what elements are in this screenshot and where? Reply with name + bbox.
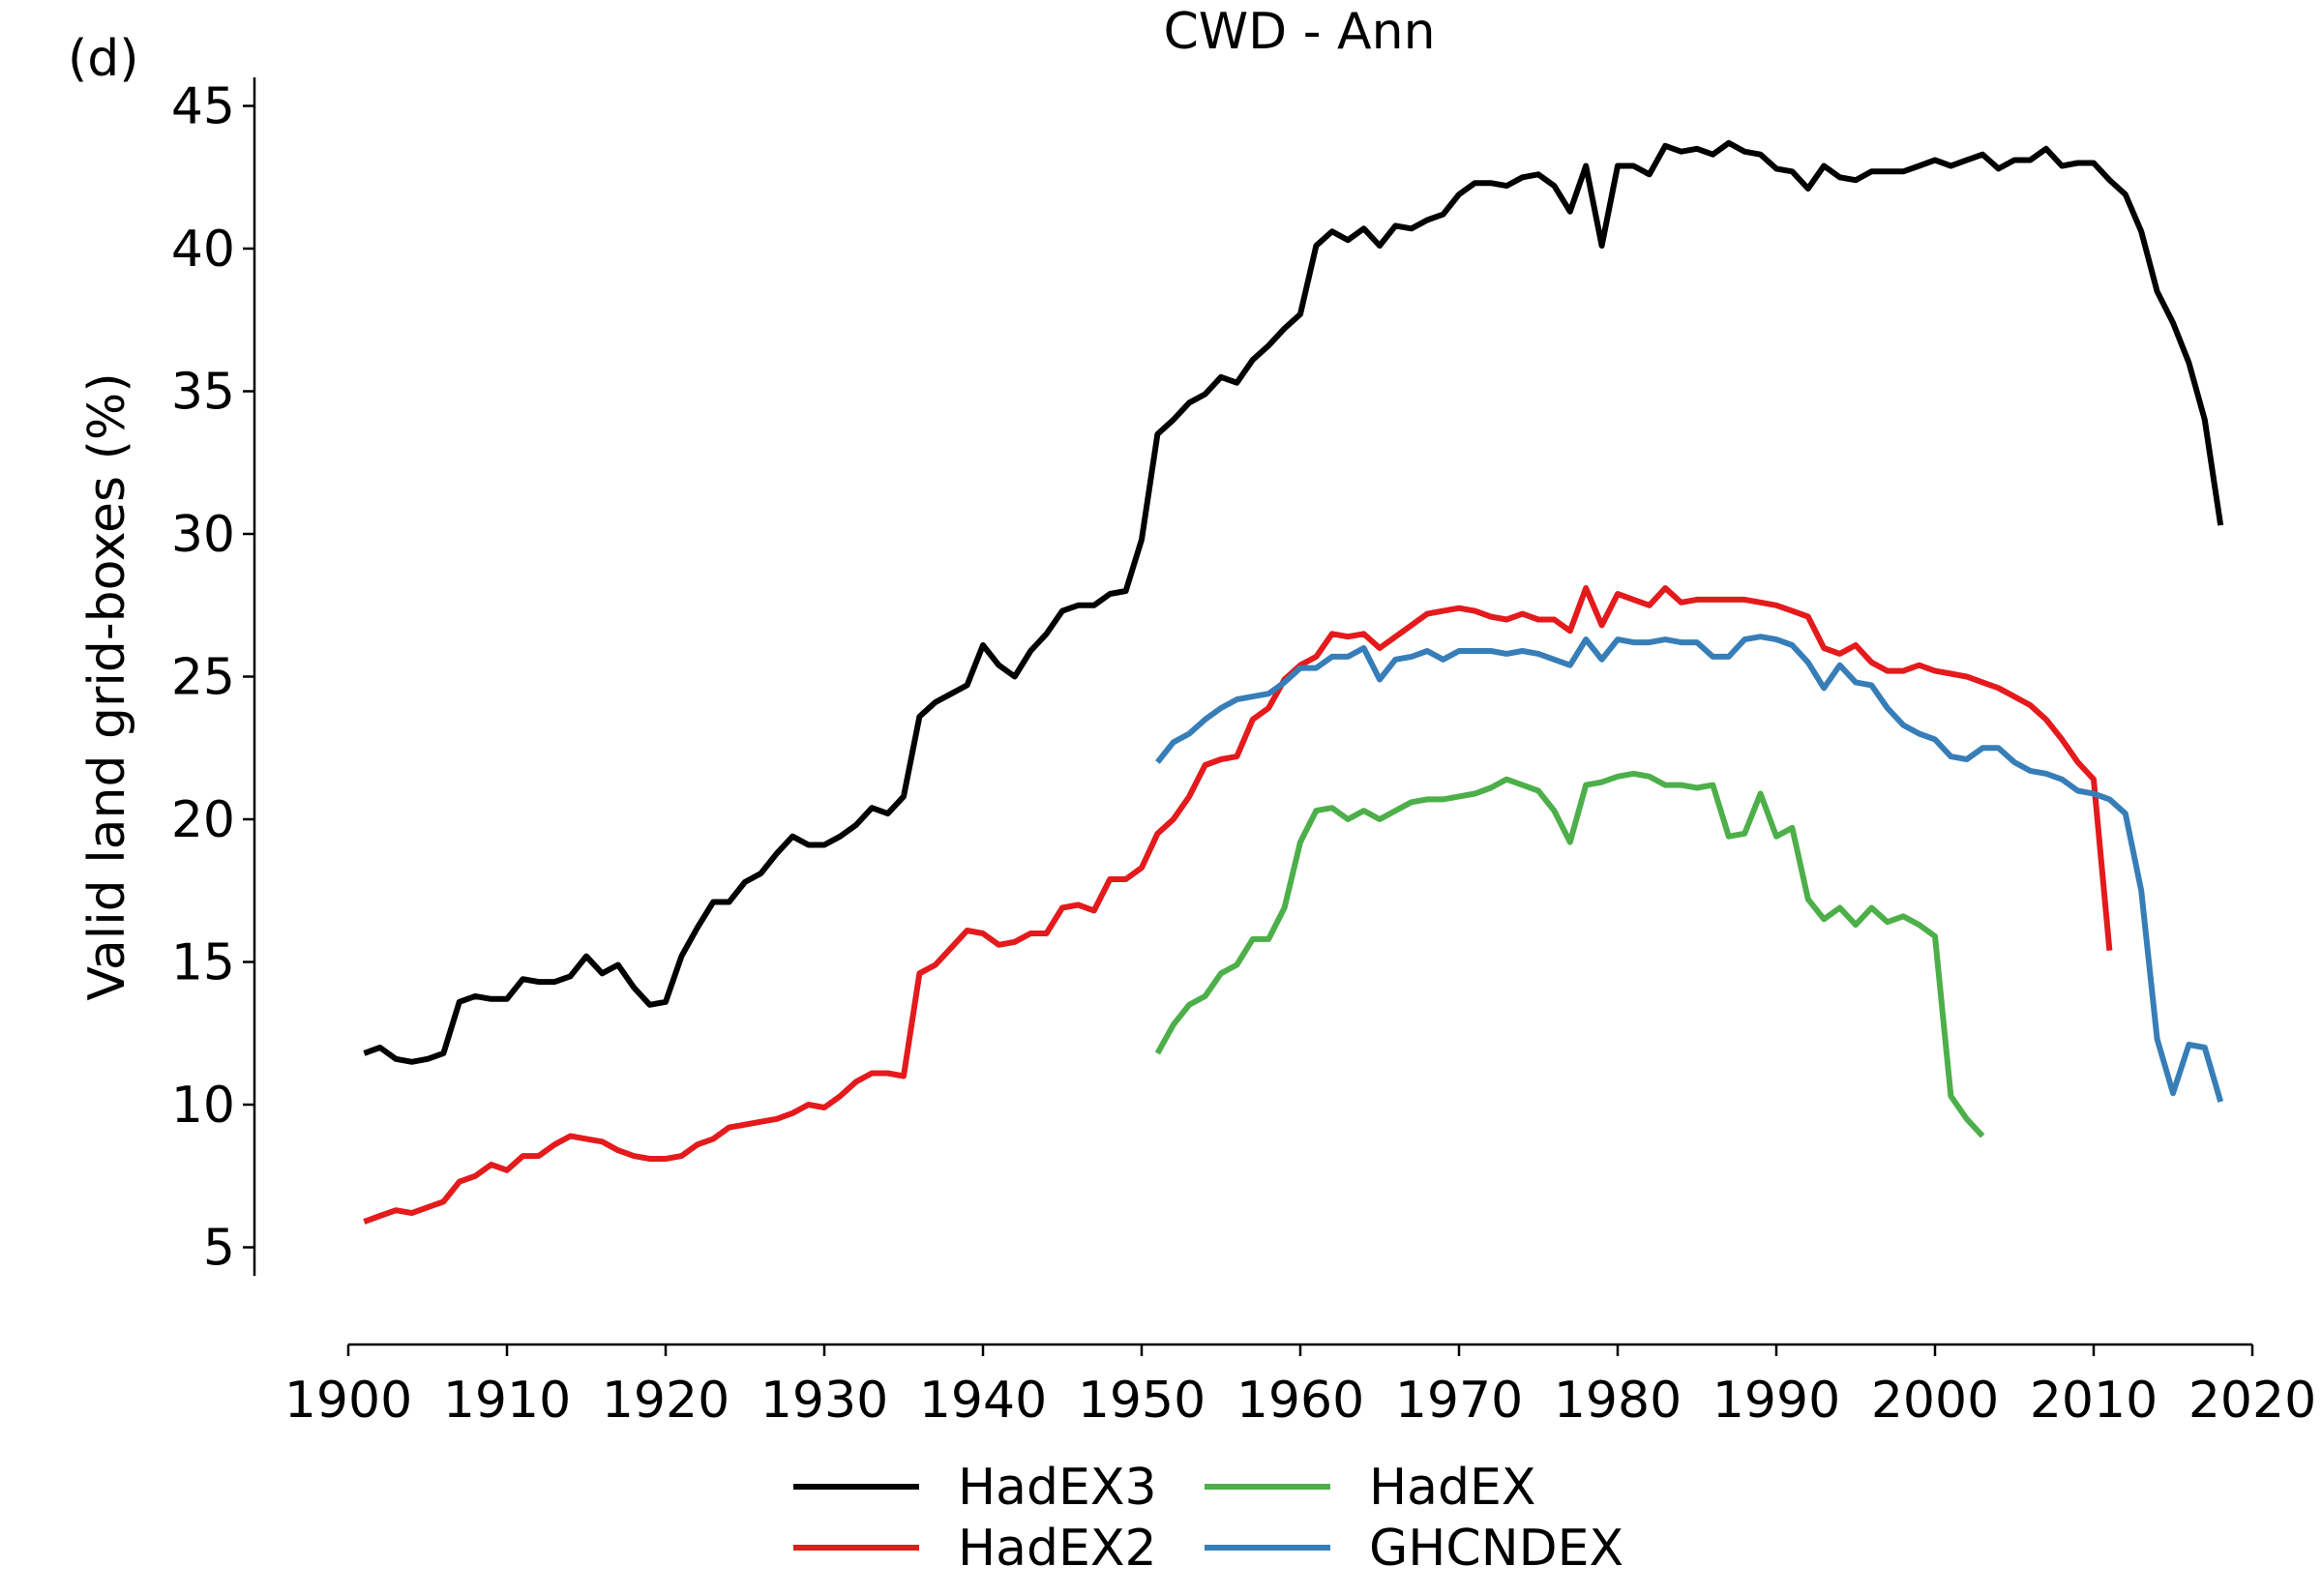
legend-label: HadEX3 — [958, 1459, 1157, 1517]
legend-label: HadEX2 — [958, 1520, 1157, 1578]
x-tick-label: 1910 — [443, 1372, 571, 1430]
y-tick-label: 20 — [171, 791, 235, 849]
legend-label: HadEX — [1369, 1459, 1535, 1517]
legend-item-hadex: HadEX — [1205, 1459, 1535, 1517]
y-tick-label: 5 — [203, 1220, 235, 1278]
y-tick-label: 45 — [171, 78, 235, 136]
legend-item-ghcndex: GHCNDEX — [1205, 1520, 1623, 1578]
y-tick-label: 10 — [171, 1077, 235, 1135]
y-axis: 5 10 15 20 25 30 35 40 45 — [171, 77, 256, 1278]
y-tick-label: 40 — [171, 221, 235, 279]
series-line-hadex3 — [363, 139, 2224, 1065]
x-tick-label: 1980 — [1554, 1372, 1682, 1430]
x-tick-label: 1950 — [1078, 1372, 1206, 1430]
series-line-hadex — [1154, 770, 1985, 1138]
y-tick-label: 30 — [171, 506, 235, 564]
series-lines — [363, 139, 2224, 1225]
chart-title: CWD - Ann — [1163, 3, 1435, 61]
x-tick-label: 1940 — [919, 1372, 1047, 1430]
x-tick-label: 1960 — [1236, 1372, 1364, 1430]
x-axis: 1900 1910 1920 1930 1940 1950 1960 1970 1980 1990… — [284, 1343, 2316, 1430]
panel-label: (d) — [68, 30, 139, 88]
x-tick-label: 1970 — [1395, 1372, 1523, 1430]
x-tick-label: 2010 — [2030, 1372, 2158, 1430]
legend-label: GHCNDEX — [1369, 1520, 1623, 1578]
x-tick-label: 2020 — [2188, 1372, 2316, 1430]
legend-item-hadex2: HadEX2 — [793, 1520, 1157, 1578]
legend-item-hadex3: HadEX3 — [793, 1459, 1157, 1517]
y-tick-label: 35 — [171, 364, 235, 422]
x-tick-label: 1990 — [1712, 1372, 1840, 1430]
x-tick-label: 1920 — [602, 1372, 729, 1430]
x-tick-label: 1930 — [760, 1372, 888, 1430]
x-tick-label: 1900 — [284, 1372, 412, 1430]
series-line-hadex2 — [363, 585, 2113, 1225]
x-tick-label: 2000 — [1871, 1372, 1999, 1430]
y-tick-label: 15 — [171, 934, 235, 992]
series-line-ghcndex — [1155, 634, 2224, 1103]
y-axis-label: Valid land grid-boxes (%) — [78, 372, 136, 1000]
y-tick-label: 25 — [171, 649, 235, 707]
